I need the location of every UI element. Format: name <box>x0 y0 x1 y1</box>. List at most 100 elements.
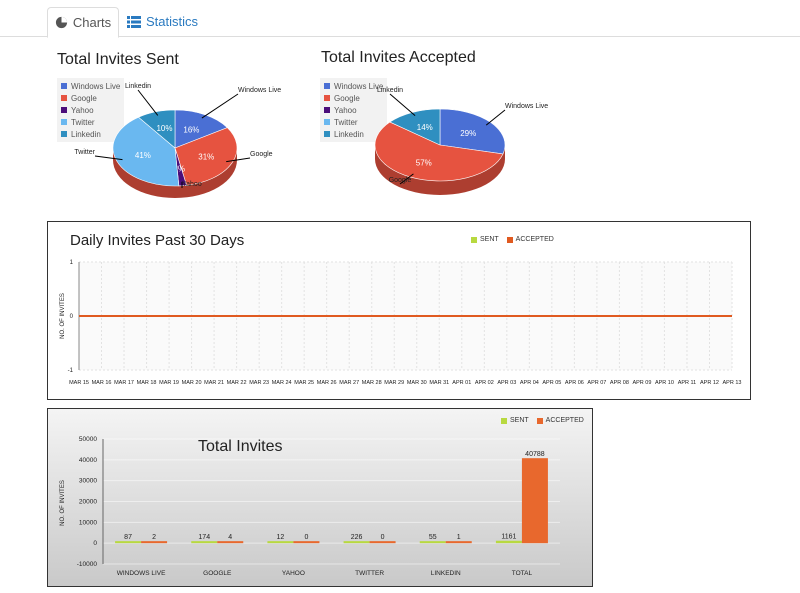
legend-swatch <box>61 83 67 89</box>
total-invites-title: Total Invites <box>198 438 283 455</box>
bar-value-label: 1161 <box>501 534 516 541</box>
bar <box>115 541 142 544</box>
tab-statistics-label: Statistics <box>146 14 199 29</box>
bar <box>521 458 548 544</box>
pie-value-label: 14% <box>417 123 433 132</box>
legend-label: Google <box>71 93 97 103</box>
bar-value-label: 226 <box>351 534 363 541</box>
x-tick-label: TWITTER <box>355 570 384 577</box>
pie-slice <box>137 109 176 149</box>
pie-value-label: 29% <box>460 129 476 138</box>
x-tick-label: MAR 31 <box>429 380 449 386</box>
callout-label: Windows Live <box>505 103 548 110</box>
x-tick-label: APR 07 <box>587 380 606 386</box>
x-tick-label: APR 10 <box>655 380 674 386</box>
y-tick-label: 50000 <box>79 436 97 443</box>
tab-charts-label: Charts <box>72 15 112 30</box>
tab-charts[interactable]: Charts <box>47 7 119 38</box>
x-tick-label: APR 02 <box>475 380 494 386</box>
legend-swatch <box>324 131 330 137</box>
pie-slice <box>112 116 180 187</box>
x-tick-label: MAR 26 <box>317 380 337 386</box>
y-tick-label: 40000 <box>79 457 97 464</box>
bar-value-label: 1 <box>457 534 461 541</box>
tab-statistics[interactable]: Statistics <box>127 7 198 36</box>
pie-sent-title: Total Invites Sent <box>57 51 179 68</box>
pie-value-label: 41% <box>135 151 151 160</box>
bar-value-label: 0 <box>381 534 385 541</box>
legend-label: Windows Live <box>334 81 384 91</box>
x-tick-label: GOOGLE <box>203 570 232 577</box>
y-tick-label: 0 <box>70 314 74 320</box>
y-axis-label: NO. OF INVITES <box>60 293 66 339</box>
x-tick-label: MAR 24 <box>272 380 292 386</box>
legend-swatch <box>506 236 513 243</box>
x-tick-label: MAR 19 <box>159 380 179 386</box>
legend-label: Windows Live <box>71 81 121 91</box>
pie-slice <box>374 121 504 182</box>
x-tick-label: MAR 22 <box>227 380 247 386</box>
legend-swatch <box>61 95 67 101</box>
legend-label: Yahoo <box>71 105 94 115</box>
x-tick-label: MAR 15 <box>69 380 89 386</box>
x-tick-label: APR 04 <box>520 380 539 386</box>
callout-label: Windows Live <box>238 87 281 94</box>
bar-value-label: 12 <box>277 534 285 541</box>
bar-value-label: 40788 <box>525 451 545 458</box>
y-tick-label: 1 <box>70 260 74 266</box>
x-tick-label: APR 12 <box>700 380 719 386</box>
legend-swatch <box>61 131 67 137</box>
pie-chart-sent: 16% Windows Live 31% Google 2% Yahoo 41% Twitte… <box>74 83 281 198</box>
bar <box>267 541 294 544</box>
legend-swatch <box>536 417 543 424</box>
pie-value-label: 31% <box>198 152 214 161</box>
legend-item: Yahoo <box>61 104 120 116</box>
x-tick-label: MAR 28 <box>362 380 382 386</box>
legend-label: SENT <box>480 236 499 243</box>
bar <box>445 541 472 544</box>
legend-label: Google <box>334 93 360 103</box>
legend-swatch <box>501 417 507 424</box>
x-tick-label: APR 08 <box>610 380 629 386</box>
x-tick-label: APR 09 <box>632 380 651 386</box>
legend-item: Google <box>324 92 383 104</box>
y-tick-label: 30000 <box>79 478 97 485</box>
legend-item: Yahoo <box>324 104 383 116</box>
x-tick-label: APR 06 <box>565 380 584 386</box>
x-tick-label: APR 05 <box>542 380 561 386</box>
x-tick-label: MAR 25 <box>294 380 314 386</box>
daily-legend: SENT ACCEPTED <box>463 236 554 243</box>
callout-label: Google <box>250 151 273 158</box>
callout-label: Yahoo <box>182 181 202 188</box>
x-tick-label: LINKEDIN <box>431 570 461 577</box>
y-tick-label: 10000 <box>79 519 97 526</box>
bar-value-label: 2 <box>152 534 156 541</box>
legend-label: Linkedin <box>334 129 364 139</box>
x-tick-label: MAR 23 <box>249 380 269 386</box>
legend-label: Linkedin <box>71 129 101 139</box>
callout-line <box>226 157 251 163</box>
bar <box>369 541 396 544</box>
callout-label: Google <box>389 177 412 184</box>
bar <box>217 541 244 544</box>
pie-value-label: 2% <box>173 165 185 174</box>
legend-item: Windows Live <box>61 80 120 92</box>
legend-swatch <box>324 119 330 125</box>
legend-label: Twitter <box>71 117 95 127</box>
pie-slice <box>174 109 228 149</box>
callout-label: Linkedin <box>125 83 151 90</box>
bar <box>495 540 522 544</box>
pie-chart-icon <box>55 16 67 29</box>
total-invites-panel: Total Invites SENT ACCEPTED 50000 40000 30… <box>47 408 593 587</box>
legend-item: Google <box>61 92 120 104</box>
legend-swatch <box>471 236 477 243</box>
x-tick-label: APR 11 <box>678 380 697 386</box>
legend-label: Twitter <box>334 117 358 127</box>
x-tick-label: MAR 20 <box>182 380 202 386</box>
x-tick-label: MAR 18 <box>137 380 157 386</box>
x-tick-label: MAR 29 <box>384 380 404 386</box>
pie-chart-accepted: 29% Windows Live 57% Google 14% Linkedin <box>374 87 548 195</box>
total-legend: SENT ACCEPTED <box>493 417 584 424</box>
x-tick-label: APR 01 <box>452 380 471 386</box>
bar <box>191 541 218 544</box>
